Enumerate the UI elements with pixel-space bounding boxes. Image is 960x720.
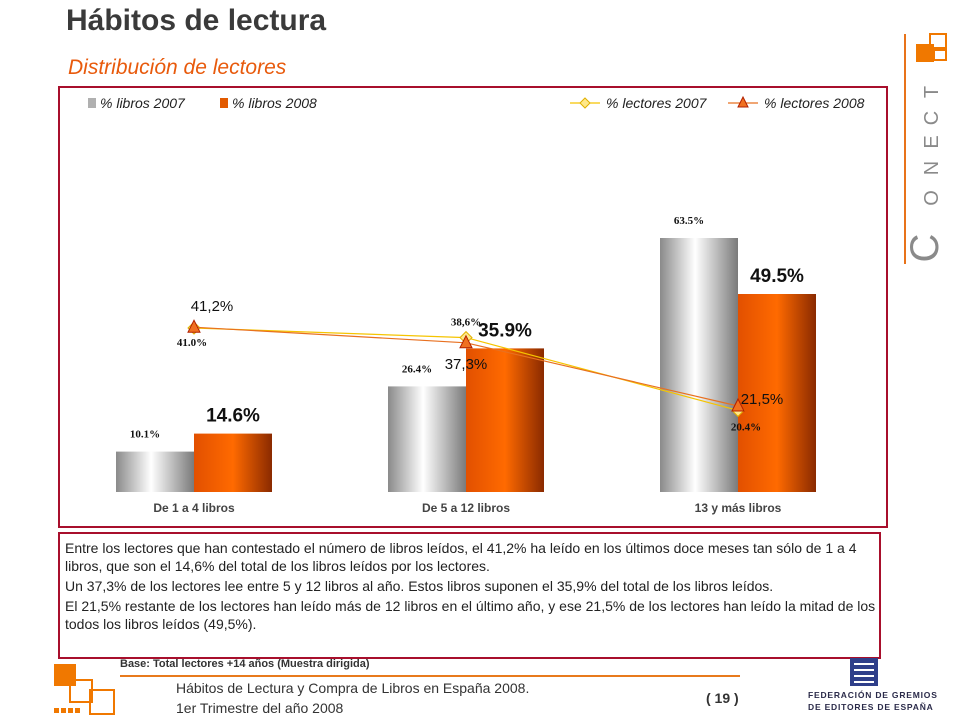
wordmark-letter: C [908, 234, 947, 263]
line-label-lectores-2008: 21,5% [741, 391, 784, 408]
wordmark-letter: A [931, 70, 945, 75]
wordmark-letter: C [921, 111, 943, 125]
bar-libros-2007 [388, 386, 466, 492]
conecta-wordmark: CONECTA [908, 70, 947, 263]
footer-line-1: Hábitos de Lectura y Compra de Libros en… [176, 680, 530, 696]
bar-value-label: 35.9% [478, 320, 532, 341]
wordmark-letter: O [921, 190, 943, 206]
legend-marker-triangle [737, 95, 749, 108]
page-title: Hábitos de lectura [66, 4, 327, 37]
legend-swatch [220, 98, 228, 108]
line-label-lectores-2007: 38,6% [451, 317, 481, 329]
wordmark-letter: E [921, 135, 943, 148]
point-lectores-2008 [187, 319, 201, 333]
footer-divider [120, 675, 740, 677]
publisher-name-line-1: FEDERACIÓN DE GREMIOS [808, 690, 938, 700]
bar-line-chart: % libros 2007 % libros 2008 % lectores 200… [88, 95, 865, 515]
legend-label: % lectores 2008 [764, 95, 865, 111]
page-number: ( 19 ) [706, 690, 739, 706]
legend-marker-diamond [579, 97, 591, 109]
category-label: 13 y más libros [695, 501, 782, 515]
bar-libros-2007 [660, 238, 738, 492]
line-label-lectores-2007: 41.0% [177, 337, 207, 349]
category-label: De 5 a 12 libros [422, 501, 510, 515]
bar-value-label: 63.5% [674, 215, 704, 227]
line-label-lectores-2008: 41,2% [191, 298, 234, 315]
bar-libros-2008 [194, 433, 272, 492]
point-lectores-2008 [731, 397, 745, 412]
page-subtitle: Distribución de lectores [68, 56, 287, 79]
wordmark-letter: N [921, 161, 943, 175]
base-note: Base: Total lectores +14 años (Muestra d… [120, 658, 370, 670]
description-box: Entre los lectores que han contestado el… [58, 532, 881, 659]
bar-value-label: 14.6% [206, 406, 260, 427]
legend-swatch [88, 98, 96, 108]
description-paragraph-2: Un 37,3% de los lectores lee entre 5 y 1… [65, 578, 774, 594]
bar-value-label: 26.4% [402, 363, 432, 375]
chart-frame: % libros 2007 % libros 2008 % lectores 200… [58, 86, 888, 528]
line-label-lectores-2008: 37,3% [445, 356, 488, 373]
legend-label: % libros 2007 [100, 95, 186, 111]
bar-libros-2007 [116, 451, 194, 492]
footer-text: Hábitos de Lectura y Compra de Libros en… [176, 678, 529, 718]
footer-line-2: 1er Trimestre del año 2008 [176, 700, 344, 716]
legend-label: % libros 2008 [232, 95, 317, 111]
publisher-logo-icon [850, 658, 878, 686]
bar-value-label: 10.1% [130, 429, 160, 441]
wordmark-letter: T [921, 86, 943, 98]
conecta-logo-icon [904, 33, 947, 264]
description-paragraph-1: Entre los lectores que han contestado el… [65, 540, 857, 574]
bar-libros-2008 [738, 294, 816, 492]
description-paragraph-3: El 21,5% restante de los lectores han le… [65, 598, 876, 632]
point-lectores-2008 [459, 334, 473, 349]
conecta-small-logo-icon [54, 664, 115, 715]
bar-libros-2008 [466, 348, 544, 492]
legend-label: % lectores 2007 [606, 95, 708, 111]
bar-value-label: 49.5% [750, 266, 804, 287]
publisher-name-line-2: DE EDITORES DE ESPAÑA [808, 702, 934, 712]
line-label-lectores-2007: 20.4% [731, 421, 761, 433]
category-label: De 1 a 4 libros [153, 501, 235, 515]
